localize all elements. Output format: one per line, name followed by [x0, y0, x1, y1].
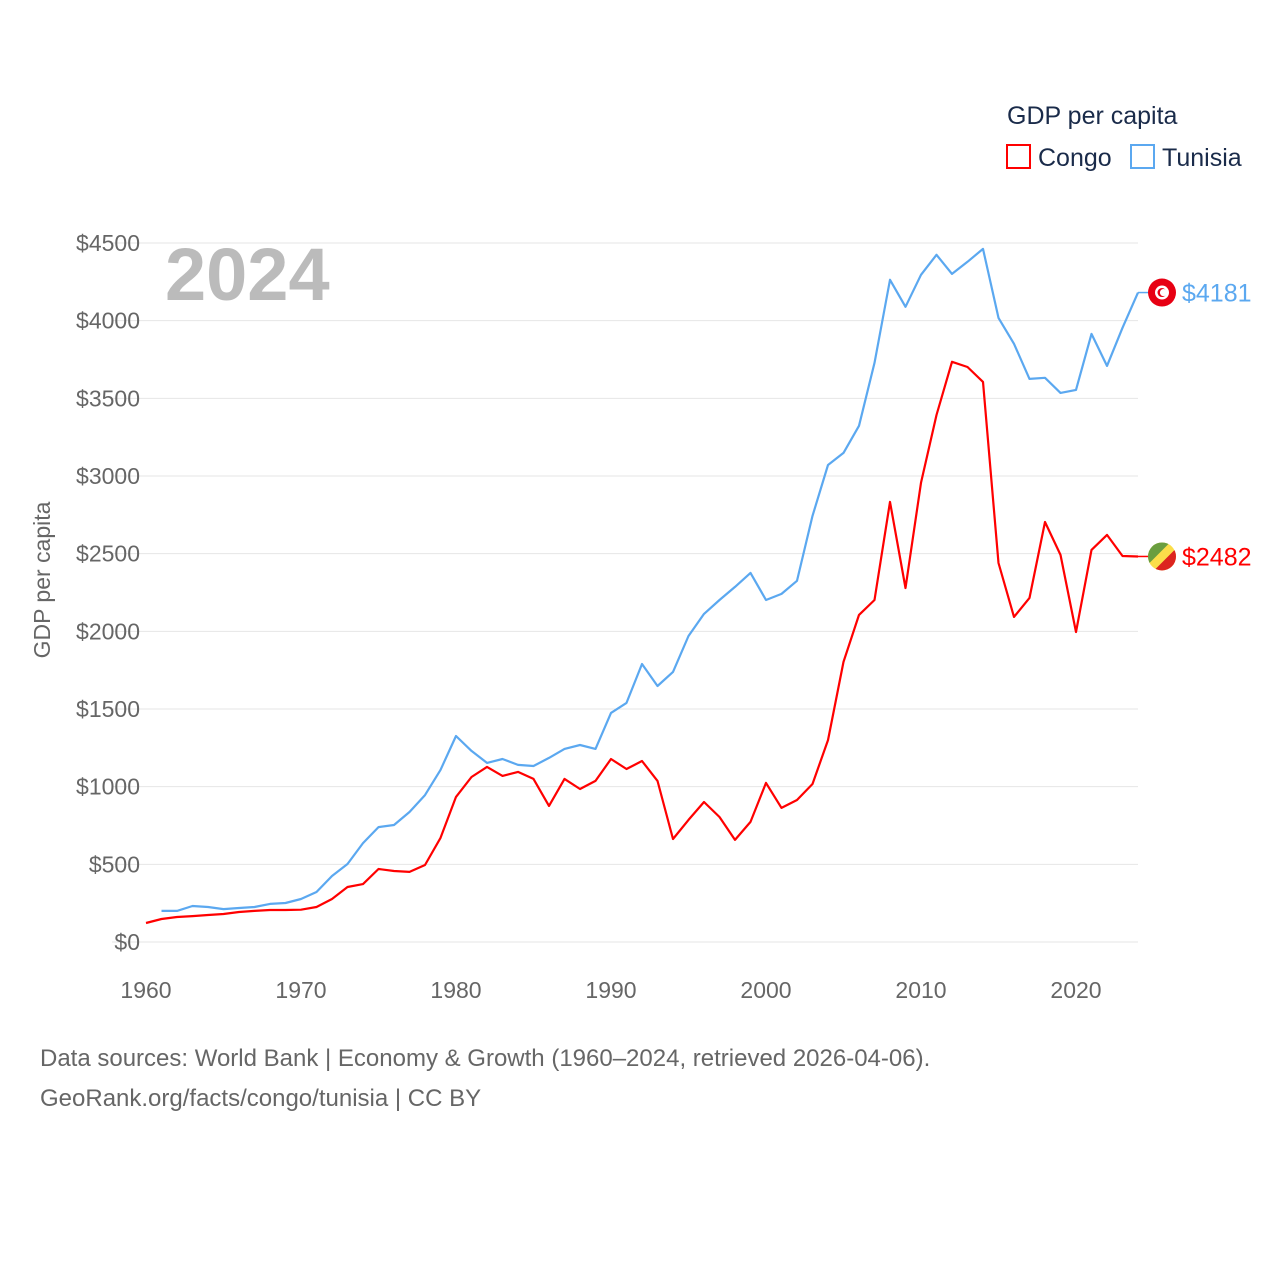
legend-item-tunisia[interactable]: Tunisia [1130, 144, 1242, 172]
year-title: 2024 [165, 233, 330, 316]
y-tick-label: $3000 [76, 463, 140, 489]
y-axis-label: GDP per capita [29, 501, 55, 658]
y-tick-label: $500 [89, 851, 140, 877]
end-value-tunisia: $4181 [1182, 280, 1252, 308]
x-tick-label: 1960 [120, 977, 171, 1003]
x-tick-label: 2010 [895, 977, 946, 1003]
x-tick-label: 2020 [1050, 977, 1101, 1003]
footer-sources: Data sources: World Bank | Economy & Gro… [40, 1045, 931, 1072]
x-tick-label: 2000 [740, 977, 791, 1003]
series-line-tunisia [161, 247, 1140, 913]
y-tick-label: $1500 [76, 696, 140, 722]
congo-flag-icon [1148, 542, 1176, 571]
end-value-congo: $2482 [1182, 543, 1252, 571]
legend-swatch-congo [1006, 144, 1031, 169]
y-tick-label: $0 [114, 929, 140, 955]
legend-label-tunisia: Tunisia [1162, 144, 1242, 172]
series-line-congo [145, 360, 1139, 925]
tunisia-flag-icon [1148, 278, 1176, 307]
x-tick-label: 1990 [585, 977, 636, 1003]
y-tick-label: $3500 [76, 385, 140, 411]
x-tick-label: 1970 [275, 977, 326, 1003]
footer-link[interactable]: GeoRank.org/facts/congo/tunisia | CC BY [40, 1085, 482, 1112]
y-tick-label: $1000 [76, 774, 140, 800]
x-tick-label: 1980 [430, 977, 481, 1003]
y-tick-label: $4000 [76, 308, 140, 334]
y-tick-label: $2500 [76, 541, 140, 567]
y-tick-label: $2000 [76, 618, 140, 644]
legend-item-congo[interactable]: Congo [1006, 144, 1112, 172]
y-tick-label: $4500 [76, 230, 140, 256]
legend-label-congo: Congo [1038, 144, 1112, 172]
legend-swatch-tunisia [1130, 144, 1155, 169]
legend-title: GDP per capita [1007, 102, 1178, 130]
